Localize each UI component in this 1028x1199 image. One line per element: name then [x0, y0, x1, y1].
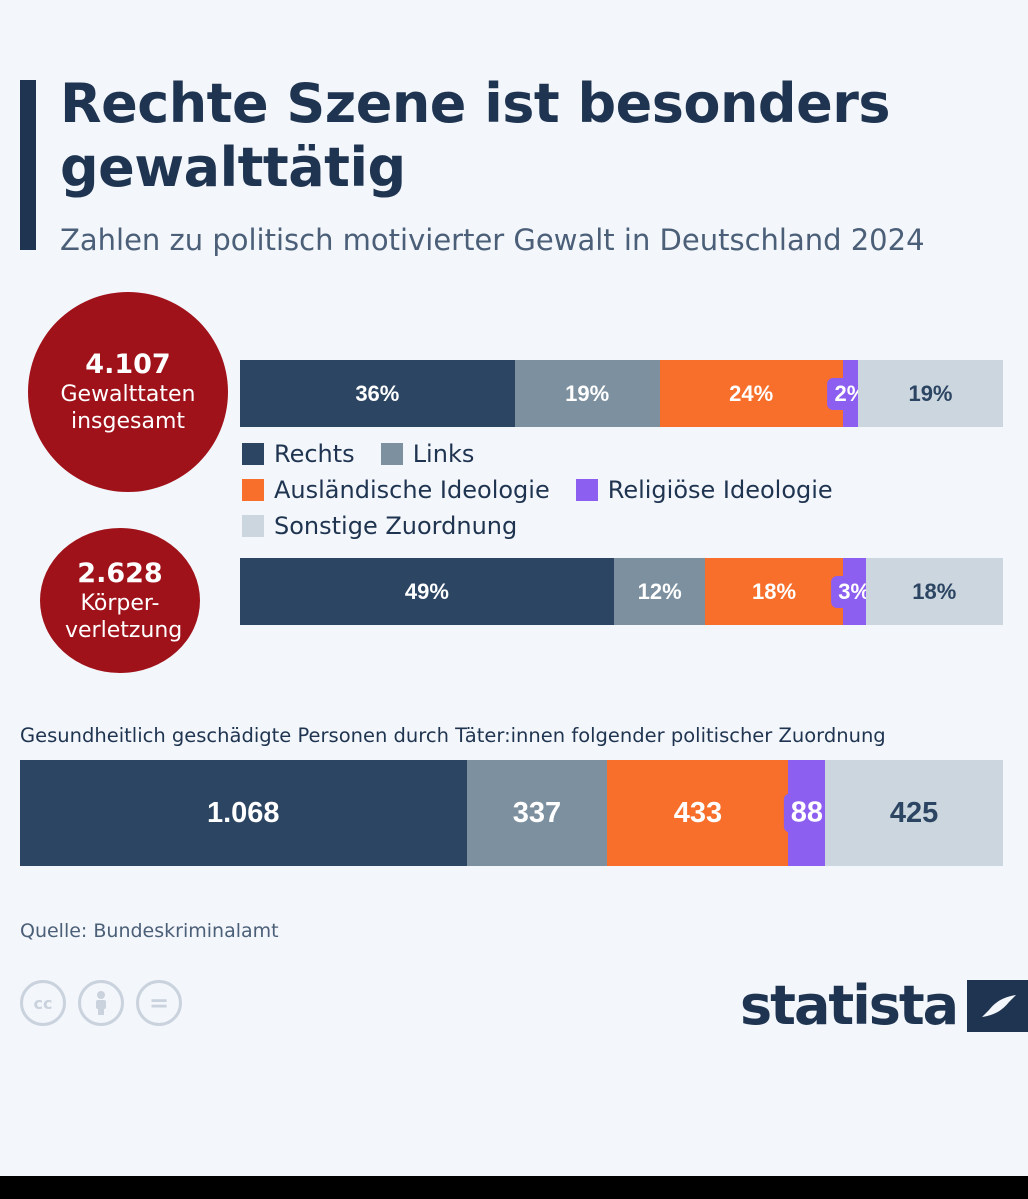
bar-segment-links: 337	[466, 760, 608, 866]
legend-label-auslaendisch: Ausländische Ideologie	[274, 476, 550, 504]
bar-label-auslaendisch: 433	[673, 796, 723, 829]
chart-title: Rechte Szene ist besonders gewalttätig	[60, 72, 891, 199]
bar-segment-religioes: 88	[783, 760, 831, 866]
nd-icon[interactable]: =	[136, 980, 182, 1026]
person-icon	[96, 991, 106, 1015]
bar-label-auslaendisch: 18%	[752, 578, 797, 604]
legend: Rechts Links Ausländische Ideologie Reli…	[242, 436, 1022, 544]
legend-swatch-auslaendisch	[242, 479, 264, 501]
bar-segment-rechts: 36%	[240, 360, 515, 427]
legend-label-links: Links	[412, 440, 475, 468]
total-violence-label: Gewalttaten insgesamt	[60, 382, 196, 434]
injured-persons-bar: 1.068 337 433 88 425	[20, 760, 1003, 866]
bar-label-rechts: 49%	[404, 578, 449, 604]
cc-icon-text: cc	[33, 993, 53, 1013]
legend-swatch-sonstige	[242, 515, 264, 537]
statista-logo-text: statista	[740, 974, 959, 1037]
legend-swatch-religioes	[575, 479, 598, 501]
source-note: Quelle: Bundeskriminalamt	[20, 920, 279, 942]
bar-segment-links: 19%	[514, 360, 660, 427]
bar-label-rechts: 36%	[355, 380, 400, 406]
bar-label-sonstige: 425	[889, 796, 939, 829]
bar-segment-rechts: 1.068	[20, 760, 467, 866]
bar-label-links: 12%	[637, 578, 682, 604]
statista-logo[interactable]: statista	[740, 978, 1028, 1034]
bar-label-links: 19%	[565, 380, 610, 406]
injured-persons-caption: Gesundheitlich geschädigte Personen durc…	[20, 724, 886, 747]
bar-label-rechts: 1.068	[206, 796, 280, 829]
bodily-harm-circle: 2.628 Körper-verletzung	[40, 528, 200, 673]
bar-label-auslaendisch: 24%	[729, 380, 774, 406]
bar-segment-auslaendisch: 24%	[659, 360, 843, 427]
legend-swatch-links	[380, 443, 403, 465]
bar-segment-rechts: 49%	[240, 558, 614, 625]
bar-label-links: 337	[512, 796, 562, 829]
legend-label-religioes: Religiöse Ideologie	[607, 476, 833, 504]
by-icon[interactable]	[78, 980, 124, 1026]
title-accent-bar	[20, 80, 36, 250]
bar-segment-religioes: 2%	[827, 360, 874, 427]
nd-icon-text: =	[148, 989, 170, 1017]
bar-segment-auslaendisch: 433	[607, 760, 789, 866]
legend-item-sonstige: Sonstige Zuordnung	[242, 512, 517, 540]
legend-item-links: Links	[380, 440, 475, 468]
chart-subtitle: Zahlen zu politisch motivierter Gewalt i…	[60, 223, 925, 257]
legend-item-religioes: Religiöse Ideologie	[575, 476, 833, 504]
bodily-harm-label: Körper-verletzung	[65, 590, 183, 643]
bottom-border	[0, 1176, 1028, 1199]
total-violence-circle: 4.107 Gewalttaten insgesamt	[28, 292, 228, 492]
statista-logo-icon	[967, 980, 1028, 1032]
license-icons: cc =	[20, 980, 182, 1026]
legend-label-rechts: Rechts	[274, 440, 355, 468]
bodily-harm-number: 2.628	[77, 557, 163, 589]
legend-swatch-rechts	[242, 443, 264, 465]
bar-label-sonstige: 19%	[908, 380, 953, 406]
cc-icon[interactable]: cc	[20, 980, 66, 1026]
legend-label-sonstige: Sonstige Zuordnung	[274, 512, 518, 540]
bar-label-religioes: 88	[783, 793, 831, 833]
bar-segment-religioes: 3%	[831, 558, 878, 625]
bar-label-sonstige: 18%	[912, 578, 957, 604]
bar-segment-sonstige: 19%	[858, 360, 1003, 427]
bar-segment-sonstige: 18%	[865, 558, 1003, 625]
legend-item-auslaendisch: Ausländische Ideologie	[242, 476, 550, 504]
bar-segment-sonstige: 425	[825, 760, 1003, 866]
bodily-harm-bar: 49% 12% 18% 3% 18%	[240, 558, 1003, 625]
total-violence-number: 4.107	[85, 349, 171, 380]
total-violence-bar: 36% 19% 24% 2% 19%	[240, 360, 1003, 427]
legend-item-rechts: Rechts	[242, 440, 355, 468]
bar-segment-links: 12%	[613, 558, 706, 625]
bar-segment-auslaendisch: 18%	[705, 558, 843, 625]
